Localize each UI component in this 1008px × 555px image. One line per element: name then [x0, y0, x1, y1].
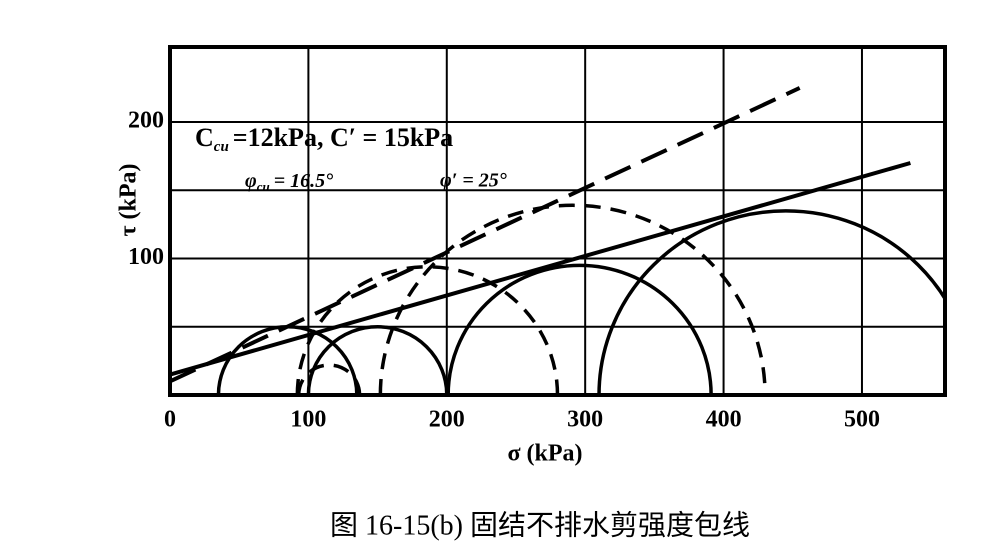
c-symbol: C — [195, 123, 214, 152]
mohr-circle — [597, 209, 945, 395]
mohr-circle — [306, 325, 449, 395]
plot-frame — [168, 45, 947, 397]
envelope-line — [170, 161, 911, 377]
mohr-circle — [446, 263, 713, 395]
caption: 图 16-15(b) 固结不排水剪强度包线 — [330, 509, 750, 541]
x-axis-label: σ (kPa) — [507, 441, 582, 467]
phi-symbol: φ — [245, 170, 257, 192]
mohr-circle — [295, 265, 560, 395]
y-tick-label: 100 — [128, 244, 164, 270]
x-tick-label: 200 — [429, 407, 465, 433]
x-tick-label: 400 — [706, 407, 742, 433]
phi-sub: cu — [257, 179, 270, 194]
annotation-c: Ccu =12kPa, C′ = 15kPa — [195, 123, 453, 155]
x-tick-label: 500 — [844, 407, 880, 433]
y-tick-label: 200 — [128, 108, 164, 134]
mohr-circle — [296, 363, 362, 395]
plot-area — [170, 47, 945, 395]
c-rest: =12kPa, C′ = 15kPa — [233, 123, 453, 152]
x-tick-label: 100 — [290, 407, 326, 433]
c-sub: cu — [214, 139, 229, 155]
x-tick-label: 0 — [164, 407, 176, 433]
mohr-circle — [216, 325, 359, 395]
x-tick-label: 300 — [567, 407, 603, 433]
annotation-phi-cu: φcu = 16.5° — [245, 170, 333, 194]
y-axis-label: τ (kPa) — [116, 163, 142, 236]
annotation-phi-eff: φ′ = 25° — [440, 170, 507, 192]
envelope-line — [170, 86, 801, 384]
phi-rest: = 16.5° — [274, 170, 333, 192]
